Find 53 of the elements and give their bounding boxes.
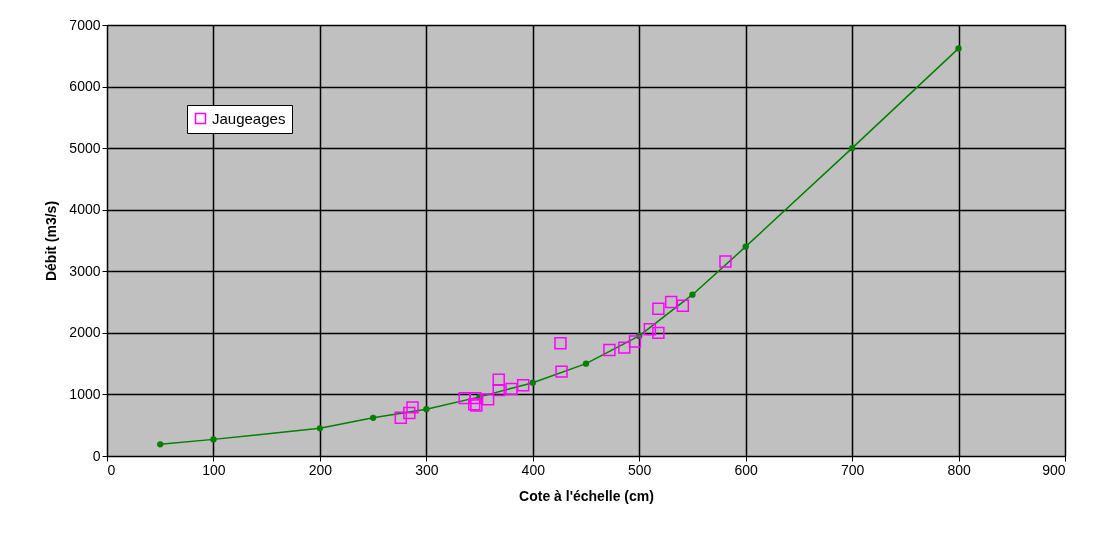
- point: [458, 391, 471, 405]
- point: [406, 401, 419, 414]
- point: [403, 406, 416, 420]
- point: [664, 295, 678, 309]
- point: [469, 391, 482, 405]
- point: [555, 365, 568, 378]
- y-tick-label: 4000: [69, 201, 101, 218]
- y-tick-label: 1000: [69, 385, 101, 402]
- point: [848, 144, 856, 152]
- x-tick-label: 0: [107, 461, 116, 478]
- point: [369, 414, 377, 421]
- point: [652, 302, 665, 316]
- point: [394, 411, 408, 425]
- y-tick-label: 2000: [69, 324, 101, 341]
- point: [316, 425, 324, 432]
- y-tick-label: 0: [92, 447, 101, 464]
- x-tick-label: 200: [308, 461, 333, 478]
- x-axis-title: Cote à l'échelle (cm): [519, 487, 654, 504]
- point: [643, 322, 657, 336]
- point: [157, 441, 164, 448]
- point: [529, 379, 536, 386]
- point: [628, 335, 642, 348]
- y-tick-label: 7000: [69, 16, 101, 33]
- point: [554, 337, 567, 350]
- point: [423, 406, 430, 413]
- point: [618, 341, 631, 354]
- y-tick-label: 5000: [69, 139, 101, 156]
- x-tick-label: 100: [202, 461, 226, 478]
- x-tick-label: 400: [521, 461, 546, 478]
- point: [603, 343, 616, 357]
- legend-label: Jaugeages: [212, 109, 286, 127]
- point: [516, 378, 530, 392]
- point: [955, 45, 962, 52]
- point: [481, 393, 495, 406]
- y-tick-label: 3000: [69, 262, 101, 279]
- point: [492, 373, 505, 386]
- y-tick-label: 6000: [69, 78, 101, 95]
- point: [719, 255, 732, 268]
- point: [582, 360, 590, 367]
- x-tick-label: 700: [840, 461, 865, 478]
- point: [505, 382, 518, 396]
- point: [676, 299, 690, 312]
- x-tick-label: 800: [947, 461, 971, 478]
- x-tick-label: 300: [415, 461, 439, 478]
- point: [492, 383, 505, 397]
- point: [689, 291, 696, 298]
- x-tick-label: 900: [1042, 461, 1066, 478]
- y-axis-title: Débit (m3/s): [43, 200, 60, 282]
- point: [652, 326, 665, 340]
- x-tick-label: 600: [734, 461, 759, 478]
- x-tick-label: 500: [628, 461, 652, 478]
- point: [210, 436, 217, 443]
- point: [742, 243, 749, 250]
